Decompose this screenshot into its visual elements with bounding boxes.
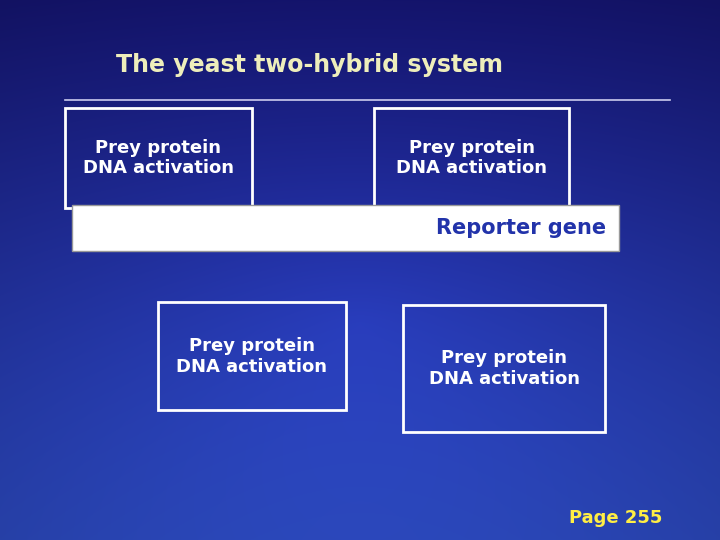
Text: Prey protein
DNA activation: Prey protein DNA activation (428, 349, 580, 388)
FancyBboxPatch shape (72, 205, 619, 251)
Text: Prey protein
DNA activation: Prey protein DNA activation (83, 139, 234, 177)
Text: Prey protein
DNA activation: Prey protein DNA activation (176, 337, 328, 376)
Text: The yeast two-hybrid system: The yeast two-hybrid system (116, 53, 503, 77)
Text: Prey protein
DNA activation: Prey protein DNA activation (396, 139, 547, 177)
Text: Reporter gene: Reporter gene (436, 218, 606, 238)
Text: Page 255: Page 255 (569, 509, 662, 528)
